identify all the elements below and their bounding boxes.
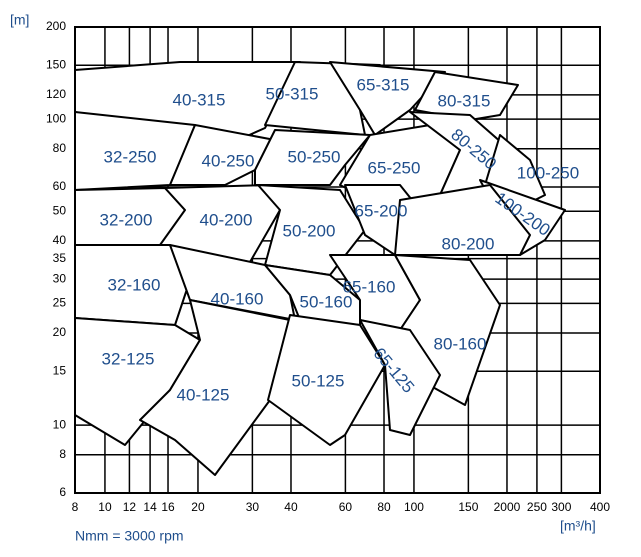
y-tick-label: 35 bbox=[53, 251, 67, 265]
region-label: 50-250 bbox=[288, 147, 341, 166]
region-label: 50-315 bbox=[266, 84, 319, 103]
y-tick-label: 50 bbox=[53, 203, 67, 217]
region-label: 32-200 bbox=[100, 210, 153, 229]
region-label: 40-160 bbox=[211, 289, 264, 308]
x-tick-label: 10 bbox=[98, 500, 112, 514]
region bbox=[359, 319, 441, 436]
y-tick-label: 20 bbox=[53, 325, 67, 339]
x-axis-label: [m³/h] bbox=[560, 518, 596, 534]
y-tick-label: 6 bbox=[59, 485, 66, 499]
x-tick-label: 150 bbox=[458, 500, 478, 514]
y-tick-label: 100 bbox=[46, 111, 66, 125]
region-label: 80-315 bbox=[438, 91, 491, 110]
y-tick-label: 120 bbox=[46, 87, 66, 101]
footnote: Nmm = 3000 rpm bbox=[75, 528, 184, 544]
x-tick-label: 40 bbox=[284, 500, 298, 514]
region bbox=[267, 314, 386, 446]
region-label: 40-125 bbox=[177, 385, 230, 404]
x-tick-label: 2000 bbox=[494, 500, 521, 514]
y-tick-label: 25 bbox=[53, 296, 67, 310]
x-tick-label: 300 bbox=[551, 500, 571, 514]
x-tick-label: 400 bbox=[590, 500, 610, 514]
region-label: 32-160 bbox=[108, 275, 161, 294]
y-tick-label: 40 bbox=[53, 233, 67, 247]
x-tick-label: 20 bbox=[191, 500, 205, 514]
x-tick-label: 8 bbox=[72, 500, 79, 514]
region bbox=[74, 244, 191, 326]
y-tick-label: 60 bbox=[53, 179, 67, 193]
x-tick-label: 80 bbox=[377, 500, 391, 514]
x-tick-label: 250 bbox=[527, 500, 547, 514]
region-label: 32-250 bbox=[104, 147, 157, 166]
x-tick-label: 16 bbox=[161, 500, 175, 514]
region-label: 40-315 bbox=[173, 90, 226, 109]
y-tick-label: 30 bbox=[53, 271, 67, 285]
region-label: 50-160 bbox=[300, 292, 353, 311]
y-axis-label: [m] bbox=[10, 12, 29, 28]
y-tick-label: 10 bbox=[53, 417, 67, 431]
x-tick-label: 100 bbox=[404, 500, 424, 514]
region-label: 40-250 bbox=[202, 151, 255, 170]
region bbox=[329, 61, 446, 136]
region-label: 80-160 bbox=[434, 334, 487, 353]
region-label: 65-315 bbox=[357, 75, 410, 94]
region bbox=[414, 71, 519, 121]
y-tick-label: 15 bbox=[53, 363, 67, 377]
region-label: 65-250 bbox=[368, 158, 421, 177]
x-tick-label: 60 bbox=[339, 500, 353, 514]
y-tick-label: 200 bbox=[46, 19, 66, 33]
x-tick-label: 14 bbox=[143, 500, 157, 514]
region bbox=[169, 124, 276, 186]
region-label: 50-125 bbox=[292, 371, 345, 390]
region-label: 50-200 bbox=[283, 221, 336, 240]
region-label: 40-200 bbox=[200, 210, 253, 229]
region-label: 65-160 bbox=[343, 277, 396, 296]
x-tick-label: 12 bbox=[123, 500, 137, 514]
y-tick-label: 150 bbox=[46, 57, 66, 71]
region-label: 100-250 bbox=[517, 163, 579, 182]
y-tick-label: 8 bbox=[59, 447, 66, 461]
region-label: 32-125 bbox=[102, 349, 155, 368]
region-label: 65-200 bbox=[355, 201, 408, 220]
region-label: 80-200 bbox=[442, 234, 495, 253]
y-tick-label: 80 bbox=[53, 141, 67, 155]
x-tick-label: 30 bbox=[246, 500, 260, 514]
